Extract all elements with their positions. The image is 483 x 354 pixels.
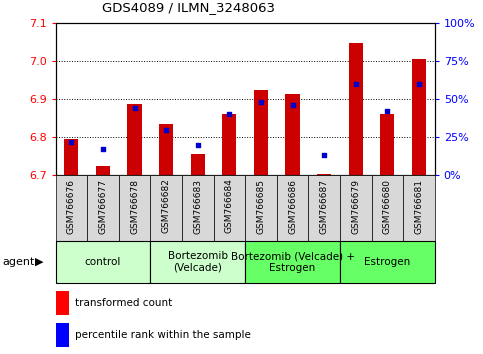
- Bar: [87, 175, 119, 241]
- Bar: [412, 59, 426, 175]
- Text: GDS4089 / ILMN_3248063: GDS4089 / ILMN_3248063: [102, 1, 275, 14]
- Bar: [56, 323, 69, 347]
- Text: GSM766684: GSM766684: [225, 178, 234, 233]
- Text: GSM766683: GSM766683: [193, 178, 202, 234]
- Text: GSM766678: GSM766678: [130, 178, 139, 234]
- Bar: [56, 241, 150, 283]
- Point: [226, 112, 233, 117]
- Point: [352, 81, 359, 87]
- Bar: [277, 175, 308, 241]
- Bar: [182, 175, 213, 241]
- Text: transformed count: transformed count: [74, 298, 172, 308]
- Bar: [128, 104, 142, 175]
- Text: ▶: ▶: [35, 257, 43, 267]
- Bar: [191, 154, 205, 175]
- Point: [257, 99, 265, 105]
- Text: control: control: [85, 257, 121, 267]
- Bar: [222, 114, 237, 175]
- Bar: [380, 114, 395, 175]
- Point: [131, 105, 139, 111]
- Point: [68, 139, 75, 144]
- Bar: [317, 174, 331, 175]
- Text: Bortezomib
(Velcade): Bortezomib (Velcade): [168, 251, 227, 273]
- Bar: [371, 175, 403, 241]
- Text: GSM766682: GSM766682: [162, 178, 170, 233]
- Bar: [150, 241, 245, 283]
- Text: GSM766685: GSM766685: [256, 178, 266, 234]
- Text: GSM766686: GSM766686: [288, 178, 297, 234]
- Bar: [64, 139, 78, 175]
- Point: [384, 108, 391, 114]
- Bar: [308, 175, 340, 241]
- Point: [194, 142, 201, 148]
- Text: GSM766680: GSM766680: [383, 178, 392, 234]
- Point: [99, 147, 107, 152]
- Point: [320, 153, 328, 158]
- Text: GSM766676: GSM766676: [67, 178, 76, 234]
- Bar: [119, 175, 150, 241]
- Bar: [340, 175, 371, 241]
- Text: GSM766687: GSM766687: [320, 178, 328, 234]
- Bar: [254, 90, 268, 175]
- Text: Estrogen: Estrogen: [364, 257, 411, 267]
- Bar: [213, 175, 245, 241]
- Text: GSM766681: GSM766681: [414, 178, 424, 234]
- Point: [289, 102, 297, 108]
- Text: Bortezomib (Velcade) +
Estrogen: Bortezomib (Velcade) + Estrogen: [230, 251, 355, 273]
- Point: [162, 127, 170, 132]
- Bar: [403, 175, 435, 241]
- Bar: [56, 291, 69, 315]
- Bar: [285, 94, 299, 175]
- Text: GSM766677: GSM766677: [99, 178, 107, 234]
- Bar: [349, 43, 363, 175]
- Bar: [96, 166, 110, 175]
- Bar: [245, 241, 340, 283]
- Bar: [340, 241, 435, 283]
- Text: percentile rank within the sample: percentile rank within the sample: [74, 330, 250, 340]
- Bar: [150, 175, 182, 241]
- Point: [415, 81, 423, 87]
- Text: agent: agent: [2, 257, 35, 267]
- Bar: [159, 124, 173, 175]
- Bar: [56, 175, 87, 241]
- Bar: [245, 175, 277, 241]
- Text: GSM766679: GSM766679: [351, 178, 360, 234]
